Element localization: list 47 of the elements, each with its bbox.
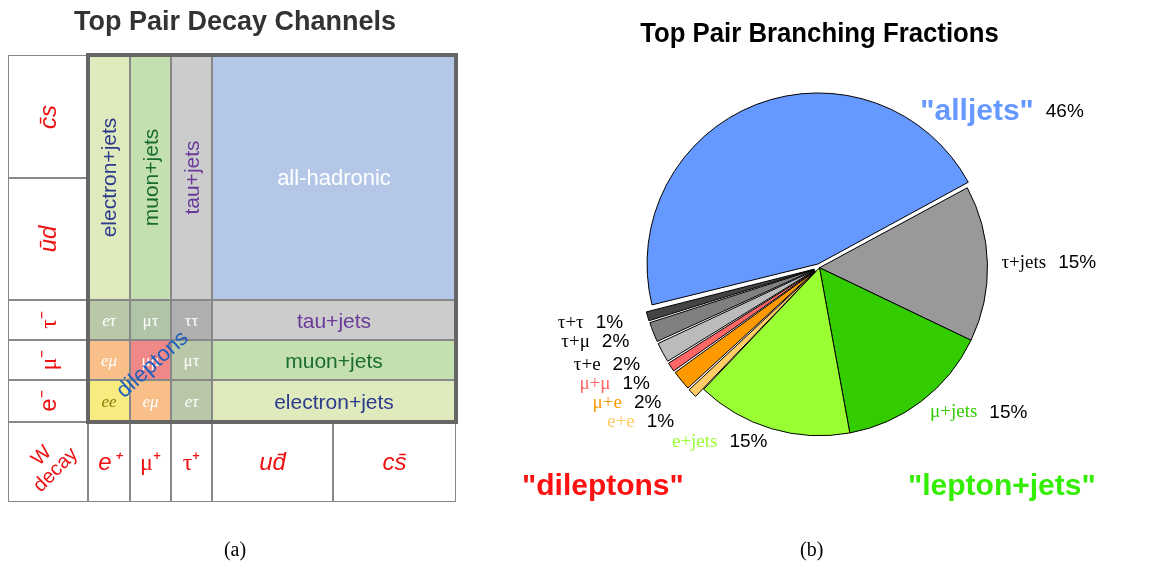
text: ūd: [33, 225, 61, 253]
slice-label: e+jets: [671, 430, 718, 452]
text: μ⁺: [140, 449, 161, 475]
slice-label: μ+jets: [930, 400, 978, 422]
data-label: 1%: [622, 371, 651, 393]
data-label: 1%: [646, 409, 675, 431]
slice-label: τ+μ: [561, 330, 590, 352]
text: τ⁻: [35, 311, 61, 329]
text: muon+jets: [285, 348, 383, 372]
text: muon+jets: [139, 128, 163, 227]
data-label: 46%: [1045, 99, 1084, 121]
text: μ⁻: [35, 349, 61, 371]
chart-title: Top Pair Branching Fractions: [640, 17, 999, 48]
slice-label: e+e: [607, 409, 635, 431]
text: electron+jets: [274, 389, 394, 413]
slice-label: τ+e: [573, 352, 601, 374]
text: Top Pair Decay Channels: [72, 6, 398, 37]
text: cs̄: [382, 448, 407, 475]
text: c̄s: [34, 104, 61, 129]
text: ee: [101, 391, 117, 411]
text: ττ: [184, 310, 199, 330]
text: "dileptons": [522, 468, 684, 502]
text: eμ: [100, 350, 118, 370]
text: e⁻: [33, 390, 61, 412]
text: "lepton+jets": [908, 468, 1096, 502]
text: (a): [222, 538, 248, 561]
slice-label: μ+μ: [579, 371, 611, 393]
slice-label: "alljets": [920, 92, 1034, 126]
text: τ⁺: [182, 449, 201, 475]
text: electron+jets: [97, 117, 121, 238]
data-label: 2%: [612, 352, 641, 374]
data-label: 15%: [989, 400, 1028, 422]
text: ud̄: [259, 448, 286, 475]
data-label: 2%: [633, 390, 662, 412]
text: eτ: [184, 391, 199, 411]
data-label: 15%: [729, 430, 768, 452]
data-label: 2%: [601, 330, 630, 352]
data-label: 15%: [1058, 251, 1097, 273]
text: (b): [800, 538, 824, 561]
text: eτ: [102, 310, 116, 330]
slice-label: τ+τ: [557, 311, 585, 333]
text: μτ: [142, 310, 159, 330]
data-label: 1%: [595, 311, 624, 333]
text: all-hadronic: [277, 164, 391, 190]
slice-label: τ+jets: [1001, 251, 1047, 273]
text: tau+jets: [180, 140, 204, 215]
text: tau+jets: [296, 308, 372, 332]
